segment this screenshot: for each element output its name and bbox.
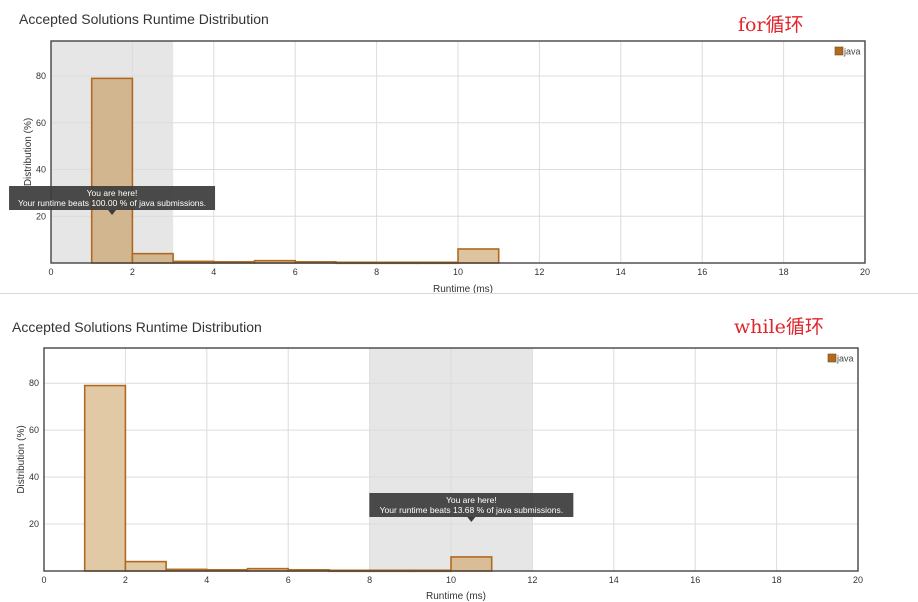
annotation-text: while循环 (734, 316, 824, 338)
legend-label: java (836, 354, 854, 364)
y-tick-label: 20 (36, 211, 46, 221)
tooltip-pointer (108, 210, 117, 215)
y-axis-label: Distribution (%) (23, 118, 34, 186)
histogram-bar (131, 252, 174, 264)
x-tick-label: 18 (779, 267, 789, 277)
x-axis-label: Runtime (ms) (426, 591, 486, 602)
x-tick-label: 10 (453, 267, 463, 277)
x-tick-label: 4 (211, 267, 216, 277)
x-axis-label: Runtime (ms) (433, 284, 493, 295)
x-tick-label: 20 (853, 575, 863, 585)
annotation-text: for循环 (738, 14, 804, 36)
x-tick-label: 18 (772, 575, 782, 585)
runtime-chart-while: 0 2 4 6 8 10 12 14 16 18 20 20 40 60 80 Runtime (ms) Dis… (16, 347, 863, 602)
x-tick-label: 12 (534, 267, 544, 277)
y-tick-label: 80 (29, 378, 39, 388)
legend-swatch (827, 353, 837, 363)
x-tick-label: 0 (41, 575, 46, 585)
tooltip-pointer (467, 517, 476, 522)
y-tick-label: 80 (36, 71, 46, 81)
plot-frame (43, 347, 859, 572)
x-tick-label: 14 (609, 575, 619, 585)
x-tick-label: 14 (616, 267, 626, 277)
tooltip-box (369, 493, 574, 517)
x-tick-label: 6 (286, 575, 291, 585)
runtime-chart-for: 0 2 4 6 8 10 12 14 16 18 20 20 40 60 80 Runtime (ms) Dis… (9, 40, 870, 295)
x-tick-label: 4 (204, 575, 209, 585)
tooltip-box (9, 186, 216, 210)
y-tick-label: 60 (36, 118, 46, 128)
histogram-bar (457, 248, 500, 264)
x-tick-label: 12 (527, 575, 537, 585)
x-tick-label: 16 (697, 267, 707, 277)
x-tick-label: 2 (123, 575, 128, 585)
legend-swatch (834, 46, 844, 56)
x-tick-label: 8 (374, 267, 379, 277)
tooltip-line2: Your runtime beats 100.00 % of java subm… (18, 198, 206, 208)
tooltip-line2: Your runtime beats 13.68 % of java submi… (380, 505, 563, 515)
histogram-bar (90, 77, 134, 264)
tooltip-line1: You are here! (446, 495, 497, 505)
x-tick-label: 6 (293, 267, 298, 277)
x-tick-label: 0 (48, 267, 53, 277)
panel-separator (0, 293, 918, 294)
tooltip-line1: You are here! (87, 188, 138, 198)
y-tick-label: 40 (36, 165, 46, 175)
chart-title: Accepted Solutions Runtime Distribution (12, 319, 262, 335)
x-tick-label: 16 (690, 575, 700, 585)
chart-panel-while: Accepted Solutions Runtime Distribution … (0, 300, 918, 602)
chart-panel-for: Accepted Solutions Runtime Distribution … (0, 0, 918, 300)
chart-title: Accepted Solutions Runtime Distribution (19, 11, 269, 27)
histogram-bar (83, 384, 127, 572)
x-tick-label: 10 (446, 575, 456, 585)
x-tick-label: 2 (130, 267, 135, 277)
y-axis-label: Distribution (%) (16, 425, 27, 493)
y-tick-label: 60 (29, 425, 39, 435)
x-tick-label: 20 (860, 267, 870, 277)
x-tick-label: 8 (367, 575, 372, 585)
plot-frame (50, 40, 866, 264)
legend-label: java (843, 47, 861, 57)
y-tick-label: 20 (29, 519, 39, 529)
y-tick-label: 40 (29, 472, 39, 482)
histogram-bar (124, 560, 167, 572)
histogram-bar (450, 556, 493, 572)
